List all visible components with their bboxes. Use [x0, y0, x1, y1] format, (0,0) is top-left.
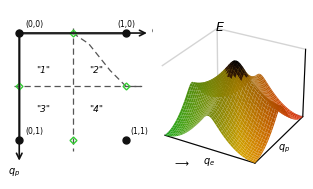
Text: $E$: $E$ — [215, 21, 225, 34]
Text: "2": "2" — [89, 66, 103, 75]
Text: "1": "1" — [36, 66, 50, 75]
Text: (1,1): (1,1) — [131, 127, 148, 136]
Text: $q_e$: $q_e$ — [151, 25, 163, 37]
Text: (0,0): (0,0) — [26, 20, 44, 29]
Text: $q_p$: $q_p$ — [8, 167, 20, 179]
Text: "4": "4" — [89, 105, 103, 115]
Text: "3": "3" — [36, 105, 50, 115]
Text: $q_p$: $q_p$ — [278, 143, 290, 155]
Text: $q_e$: $q_e$ — [203, 156, 215, 168]
Text: (0,1): (0,1) — [26, 127, 44, 136]
Text: (1,0): (1,0) — [117, 20, 135, 29]
Text: $\longrightarrow$: $\longrightarrow$ — [173, 158, 190, 168]
